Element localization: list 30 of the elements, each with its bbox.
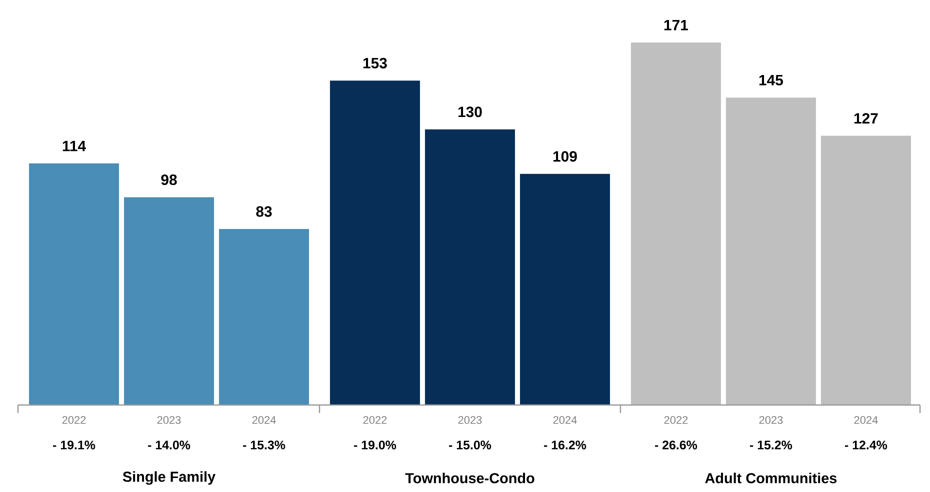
data-label: 109	[553, 151, 577, 162]
text: Adult Communities	[705, 472, 837, 484]
text: - 19.0%	[354, 440, 396, 450]
text: - 16.2%	[544, 440, 586, 450]
data-label: 114	[62, 140, 86, 152]
text: Townhouse-Condo	[405, 472, 534, 484]
x-tick-label: 2022	[664, 416, 688, 424]
text: - 15.0%	[448, 440, 492, 450]
data-label: 98	[161, 174, 177, 186]
text: Single Family	[122, 471, 216, 485]
x-tick-label: 2024	[252, 416, 276, 424]
text: - 15.2%	[750, 440, 792, 450]
x-tick-label: 2024	[553, 416, 577, 424]
x-tick-label: 2023	[157, 416, 181, 424]
data-label: 171	[664, 20, 688, 30]
data-label: 153	[363, 58, 387, 68]
x-tick-label: 2022	[363, 416, 387, 424]
x-tick-label: 2023	[458, 416, 482, 424]
text: - 12.4%	[844, 440, 888, 450]
x-tick-label: 2022	[62, 416, 86, 424]
x-tick-label: 2024	[854, 416, 878, 424]
data-label: 145	[759, 74, 783, 86]
data-label: 130	[458, 106, 482, 118]
text: - 26.6%	[654, 440, 698, 450]
data-label: 83	[256, 206, 272, 217]
text: - 14.0%	[148, 440, 190, 450]
data-label: 127	[854, 113, 878, 124]
x-tick-label: 2023	[759, 416, 783, 424]
text: - 15.3%	[243, 440, 286, 450]
text: - 19.1%	[53, 440, 96, 450]
